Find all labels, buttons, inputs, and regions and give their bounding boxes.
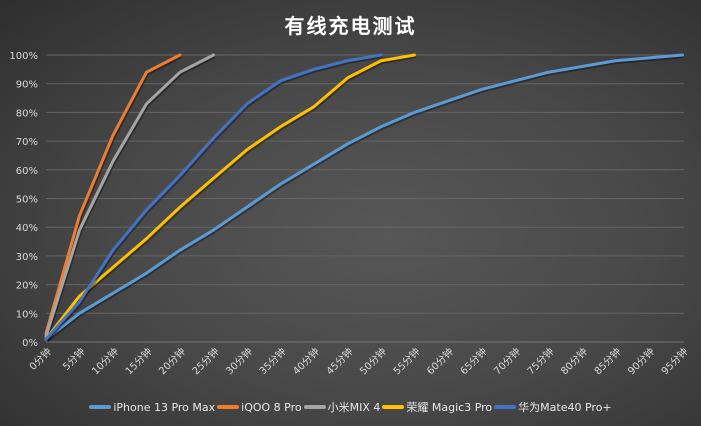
- legend-item: iQOO 8 Pro: [217, 400, 302, 414]
- legend-swatch: [217, 405, 240, 409]
- series-line: [44, 53, 215, 338]
- x-tick-label: 70分钟: [491, 345, 523, 377]
- x-tick-label: 30分钟: [223, 345, 255, 377]
- y-tick-label: 50%: [16, 195, 38, 206]
- legend-label: iQOO 8 Pro: [241, 400, 302, 414]
- y-tick-label: 0%: [22, 338, 38, 349]
- x-tick-label: 80分钟: [558, 345, 590, 377]
- y-tick-label: 20%: [16, 281, 38, 292]
- x-tick-label: 20分钟: [156, 345, 188, 377]
- legend-label: iPhone 13 Pro Max: [113, 400, 216, 414]
- legend-label: 华为Mate40 Pro+: [518, 401, 612, 414]
- x-tick-label: 60分钟: [424, 345, 456, 377]
- x-tick-label: 90分钟: [625, 345, 657, 377]
- legend-item: 华为Mate40 Pro+: [494, 399, 612, 415]
- x-tick-label: 25分钟: [189, 345, 221, 377]
- x-tick-label: 35分钟: [256, 345, 288, 377]
- legend-label: 荣耀 Magic3 Pro: [406, 401, 493, 414]
- series-shadow: [45, 54, 416, 342]
- x-tick-label: 55分钟: [390, 345, 422, 377]
- y-tick-label: 70%: [16, 137, 38, 148]
- x-tick-label: 5分钟: [60, 345, 88, 373]
- y-tick-label: 90%: [16, 80, 38, 91]
- series-shadow: [45, 54, 684, 343]
- legend-swatch: [494, 405, 517, 409]
- x-tick-label: 65分钟: [457, 345, 489, 377]
- y-tick-label: 40%: [16, 223, 38, 234]
- y-tick-label: 10%: [16, 309, 38, 320]
- series-line: [44, 53, 684, 341]
- x-tick-label: 50分钟: [357, 345, 389, 377]
- x-tick-label: 40分钟: [290, 345, 322, 377]
- legend-swatch: [303, 405, 326, 409]
- legend-item: iPhone 13 Pro Max: [89, 401, 215, 414]
- series-shadow: [45, 54, 383, 342]
- legend-item: 小米MIX 4: [303, 399, 381, 415]
- x-tick-label: 10分钟: [89, 345, 121, 377]
- x-tick-label: 45分钟: [323, 345, 355, 377]
- chart-title: 有线充电测试: [284, 14, 417, 38]
- y-tick-label: 30%: [16, 252, 38, 263]
- legend-swatch: [89, 405, 112, 409]
- x-tick-label: 0分钟: [26, 345, 54, 373]
- x-tick-label: 75分钟: [524, 345, 556, 377]
- x-tick-label: 15分钟: [122, 345, 154, 377]
- y-tick-label: 60%: [16, 166, 38, 177]
- x-tick-label: 95分钟: [658, 345, 690, 377]
- legend: iPhone 13 Pro Max iQOO 8 Pro 小米MIX 4 荣耀 Mag…: [0, 399, 701, 415]
- y-tick-label: 80%: [16, 108, 38, 119]
- legend-label: 小米MIX 4: [327, 401, 381, 414]
- legend-swatch: [382, 405, 405, 409]
- series-line: [44, 53, 416, 341]
- x-tick-label: 85分钟: [591, 345, 623, 377]
- legend-item: 荣耀 Magic3 Pro: [382, 399, 492, 415]
- y-tick-label: 100%: [9, 51, 38, 62]
